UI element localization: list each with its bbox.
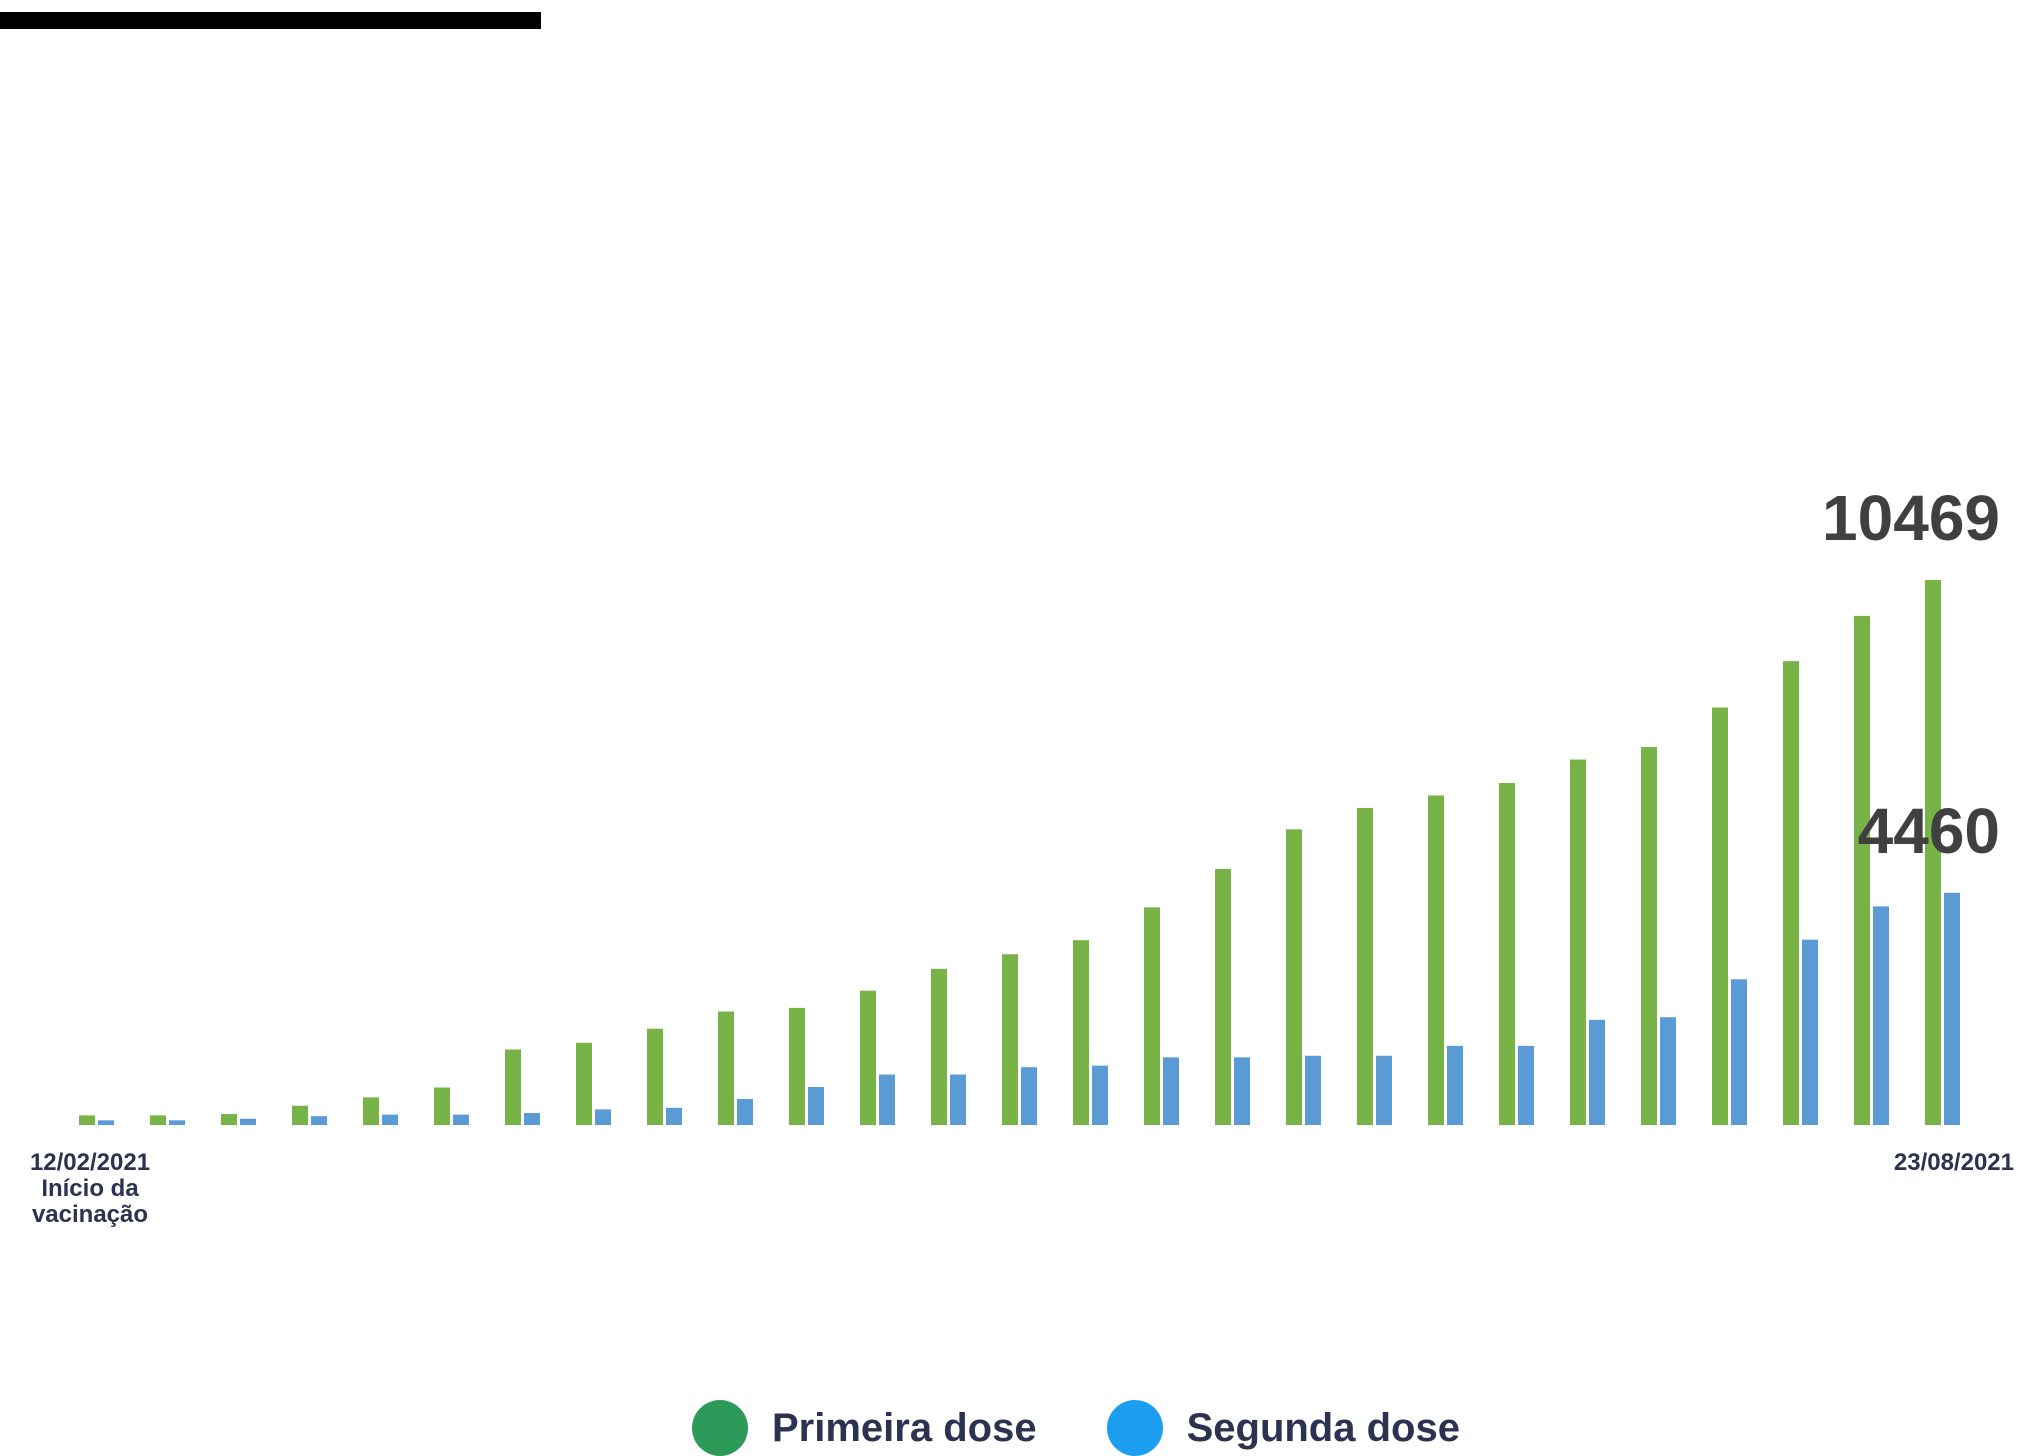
bar-segunda-dose-18 [1305,1055,1321,1125]
bar-segunda-dose-25 [1802,939,1818,1125]
bar-primeira-dose-9 [647,1028,663,1125]
bar-primeira-dose-10 [718,1011,734,1125]
bar-segunda-dose-9 [666,1107,682,1125]
bar-primeira-dose-27 [1925,580,1941,1125]
bar-segunda-dose-14 [1021,1067,1037,1125]
bar-segunda-dose-17 [1234,1057,1250,1125]
bar-primeira-dose-6 [434,1087,450,1125]
bar-segunda-dose-15 [1092,1065,1108,1125]
bar-segunda-dose-12 [879,1074,895,1125]
bar-primeira-dose-5 [363,1097,379,1125]
bars-layer [79,580,1960,1125]
bar-primeira-dose-22 [1570,759,1586,1125]
bar-primeira-dose-16 [1144,907,1160,1125]
bar-segunda-dose-1 [98,1120,114,1125]
bar-primeira-dose-24 [1712,707,1728,1125]
bar-segunda-dose-10 [737,1098,753,1125]
bar-primeira-dose-15 [1073,940,1089,1125]
bar-segunda-dose-5 [382,1114,398,1125]
bar-segunda-dose-19 [1376,1055,1392,1125]
bar-primeira-dose-8 [576,1042,592,1125]
bar-primeira-dose-2 [150,1115,166,1125]
bar-segunda-dose-22 [1589,1019,1605,1125]
start-caption-line1: Início da [41,1175,139,1202]
data-label-primeira-dose: 10469 [1822,482,2000,554]
bar-primeira-dose-1 [79,1115,95,1125]
bar-primeira-dose-17 [1215,868,1231,1125]
bar-segunda-dose-4 [311,1116,327,1125]
bar-segunda-dose-11 [808,1086,824,1125]
bar-primeira-dose-12 [860,990,876,1125]
bar-primeira-dose-11 [789,1007,805,1125]
end-date-label: 23/08/2021 [1893,1149,2014,1176]
legend-label-primeira-dose: Primeira dose [772,1405,1037,1450]
chart-legend: Primeira dose Segunda dose [692,1400,1530,1456]
bar-segunda-dose-6 [453,1114,469,1125]
bar-segunda-dose-16 [1163,1057,1179,1125]
legend-label-segunda-dose: Segunda dose [1186,1405,1460,1450]
bar-primeira-dose-18 [1286,829,1302,1125]
top-rule [0,12,541,29]
legend-item-segunda-dose: Segunda dose [1106,1400,1460,1456]
legend-item-primeira-dose: Primeira dose [692,1400,1037,1456]
bar-segunda-dose-23 [1660,1017,1676,1125]
bar-primeira-dose-20 [1428,795,1444,1125]
legend-swatch-segunda-dose [1106,1400,1163,1456]
data-labels-layer: 10469 4460 [1822,482,2000,867]
start-date-label: 12/02/2021 Início da vacinação [10,1150,170,1228]
legend-swatch-primeira-dose [692,1400,748,1456]
bar-segunda-dose-26 [1873,906,1889,1125]
bar-segunda-dose-8 [595,1109,611,1125]
bar-segunda-dose-20 [1447,1045,1463,1125]
bar-primeira-dose-26 [1854,615,1870,1125]
bar-primeira-dose-19 [1357,807,1373,1125]
bar-primeira-dose-13 [931,968,947,1125]
start-caption-line2: vacinação [31,1201,149,1228]
bar-primeira-dose-4 [292,1105,308,1125]
bar-segunda-dose-13 [950,1074,966,1125]
bar-primeira-dose-3 [221,1114,237,1125]
bar-primeira-dose-14 [1002,954,1018,1125]
start-date-text: 12/02/2021 [29,1149,151,1176]
bar-segunda-dose-3 [240,1118,256,1125]
bar-segunda-dose-21 [1518,1045,1534,1125]
data-label-segunda-dose: 4460 [1858,795,2000,867]
bar-primeira-dose-7 [505,1049,521,1125]
bar-segunda-dose-24 [1731,979,1747,1125]
bar-segunda-dose-7 [524,1113,540,1125]
bar-primeira-dose-23 [1641,747,1657,1125]
bar-primeira-dose-21 [1499,782,1515,1125]
bar-primeira-dose-25 [1783,661,1799,1125]
bar-segunda-dose-27 [1944,892,1960,1125]
bar-segunda-dose-2 [169,1120,185,1125]
